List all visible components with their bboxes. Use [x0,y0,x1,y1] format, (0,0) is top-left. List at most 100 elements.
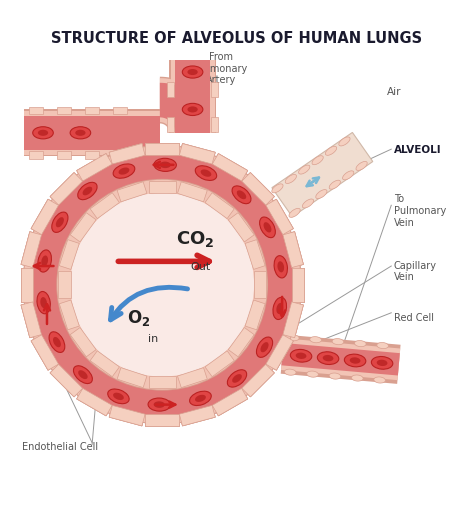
Polygon shape [70,213,96,242]
Ellipse shape [37,292,50,314]
Polygon shape [57,108,71,115]
Polygon shape [70,328,96,357]
Ellipse shape [40,297,47,309]
Polygon shape [109,144,145,165]
Polygon shape [211,83,219,97]
Polygon shape [20,268,33,302]
Polygon shape [77,155,112,182]
Polygon shape [283,232,303,268]
Ellipse shape [78,371,88,379]
Ellipse shape [356,162,367,171]
Ellipse shape [350,358,360,364]
Polygon shape [228,213,254,242]
Text: in: in [148,334,158,344]
Circle shape [23,146,301,424]
Polygon shape [242,173,274,206]
Ellipse shape [237,191,246,200]
Ellipse shape [148,398,171,411]
Ellipse shape [260,218,275,238]
Polygon shape [245,240,265,270]
Polygon shape [21,232,42,268]
Ellipse shape [323,355,333,362]
Polygon shape [283,232,303,268]
Polygon shape [50,173,82,206]
Polygon shape [50,365,82,397]
Ellipse shape [190,391,211,406]
Ellipse shape [273,298,286,320]
Polygon shape [228,213,254,242]
Polygon shape [58,272,71,299]
Polygon shape [77,155,112,182]
Polygon shape [266,200,293,235]
Circle shape [31,155,293,416]
Ellipse shape [256,337,273,358]
Ellipse shape [232,374,242,383]
Circle shape [23,146,301,424]
Polygon shape [77,389,112,416]
Ellipse shape [285,175,296,184]
Circle shape [24,147,300,423]
Polygon shape [59,300,79,330]
Polygon shape [50,365,82,397]
Ellipse shape [377,360,387,366]
Polygon shape [31,200,59,235]
Ellipse shape [41,256,48,267]
Polygon shape [90,351,119,377]
Polygon shape [283,232,303,268]
Polygon shape [245,300,265,330]
Ellipse shape [118,168,129,175]
Ellipse shape [78,183,97,200]
Ellipse shape [113,393,124,400]
Polygon shape [90,193,119,219]
Ellipse shape [154,401,165,408]
Ellipse shape [256,337,273,358]
Polygon shape [272,133,373,217]
Ellipse shape [78,371,88,379]
Polygon shape [266,335,293,371]
Polygon shape [70,213,96,242]
Polygon shape [160,78,216,133]
Ellipse shape [75,130,85,136]
Polygon shape [282,343,400,376]
Ellipse shape [113,393,124,400]
Text: Out: Out [190,262,210,272]
Ellipse shape [371,357,393,370]
Polygon shape [254,272,266,299]
Circle shape [57,180,267,390]
Text: $\mathbf{O_2}$: $\mathbf{O_2}$ [127,308,150,328]
Polygon shape [212,389,248,416]
Polygon shape [58,272,71,299]
Polygon shape [85,152,99,159]
Polygon shape [20,268,33,302]
Ellipse shape [33,127,53,139]
Polygon shape [245,300,265,330]
Ellipse shape [284,369,296,376]
Polygon shape [212,389,248,416]
Ellipse shape [37,292,50,314]
Ellipse shape [195,167,217,181]
Polygon shape [205,193,234,219]
Polygon shape [31,200,59,235]
Polygon shape [245,240,265,270]
Ellipse shape [273,298,286,320]
Polygon shape [145,144,179,156]
Polygon shape [266,335,293,371]
Polygon shape [145,144,179,156]
Ellipse shape [118,168,129,175]
Polygon shape [245,300,265,330]
Ellipse shape [264,223,272,233]
Circle shape [31,155,293,416]
Circle shape [24,147,300,423]
Polygon shape [21,232,42,268]
Ellipse shape [377,343,389,349]
Ellipse shape [56,218,64,228]
Ellipse shape [232,374,242,383]
Polygon shape [211,118,219,133]
Ellipse shape [287,335,299,341]
Ellipse shape [182,104,203,116]
Ellipse shape [274,256,287,278]
Polygon shape [59,240,79,270]
Ellipse shape [291,350,312,363]
Ellipse shape [78,371,88,379]
Circle shape [57,180,267,390]
